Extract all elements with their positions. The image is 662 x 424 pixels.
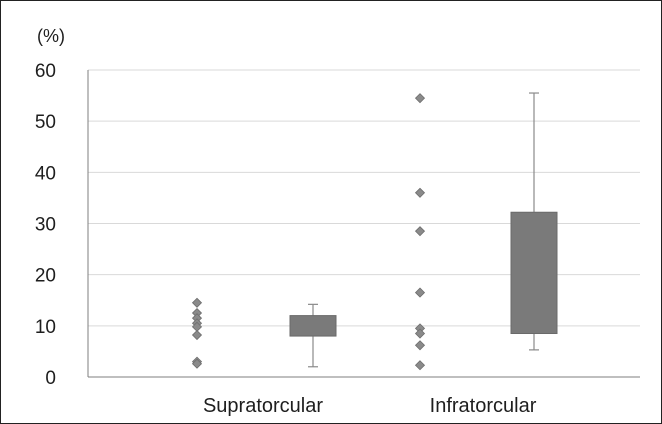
data-point-infratorcular-7 [414,360,426,371]
y-tick-label-50: 50 [35,112,56,133]
data-point-infratorcular-5 [414,328,426,339]
y-tick-label-60: 60 [35,61,56,82]
data-point-infratorcular-2 [414,226,426,237]
box-supratorcular [289,315,337,337]
data-point-infratorcular-1 [414,187,426,198]
y-axis-unit-label: (%) [37,26,65,46]
y-tick-label-40: 40 [35,163,56,184]
y-tick-label-10: 10 [35,317,56,338]
data-point-infratorcular-0 [414,93,426,104]
data-point-supratorcular-0 [191,297,203,308]
box-infratorcular [510,211,558,335]
data-point-supratorcular-5 [191,329,203,341]
y-tick-label-20: 20 [35,266,56,287]
data-point-infratorcular-3 [414,287,426,298]
y-tick-label-30: 30 [35,215,56,236]
category-label-supratorcular: Supratorcular [203,395,323,417]
data-point-infratorcular-6 [414,340,426,351]
data-point-supratorcular-7 [191,358,203,369]
y-tick-label-0: 0 [45,368,56,389]
category-label-infratorcular: Infratorcular [430,395,537,417]
